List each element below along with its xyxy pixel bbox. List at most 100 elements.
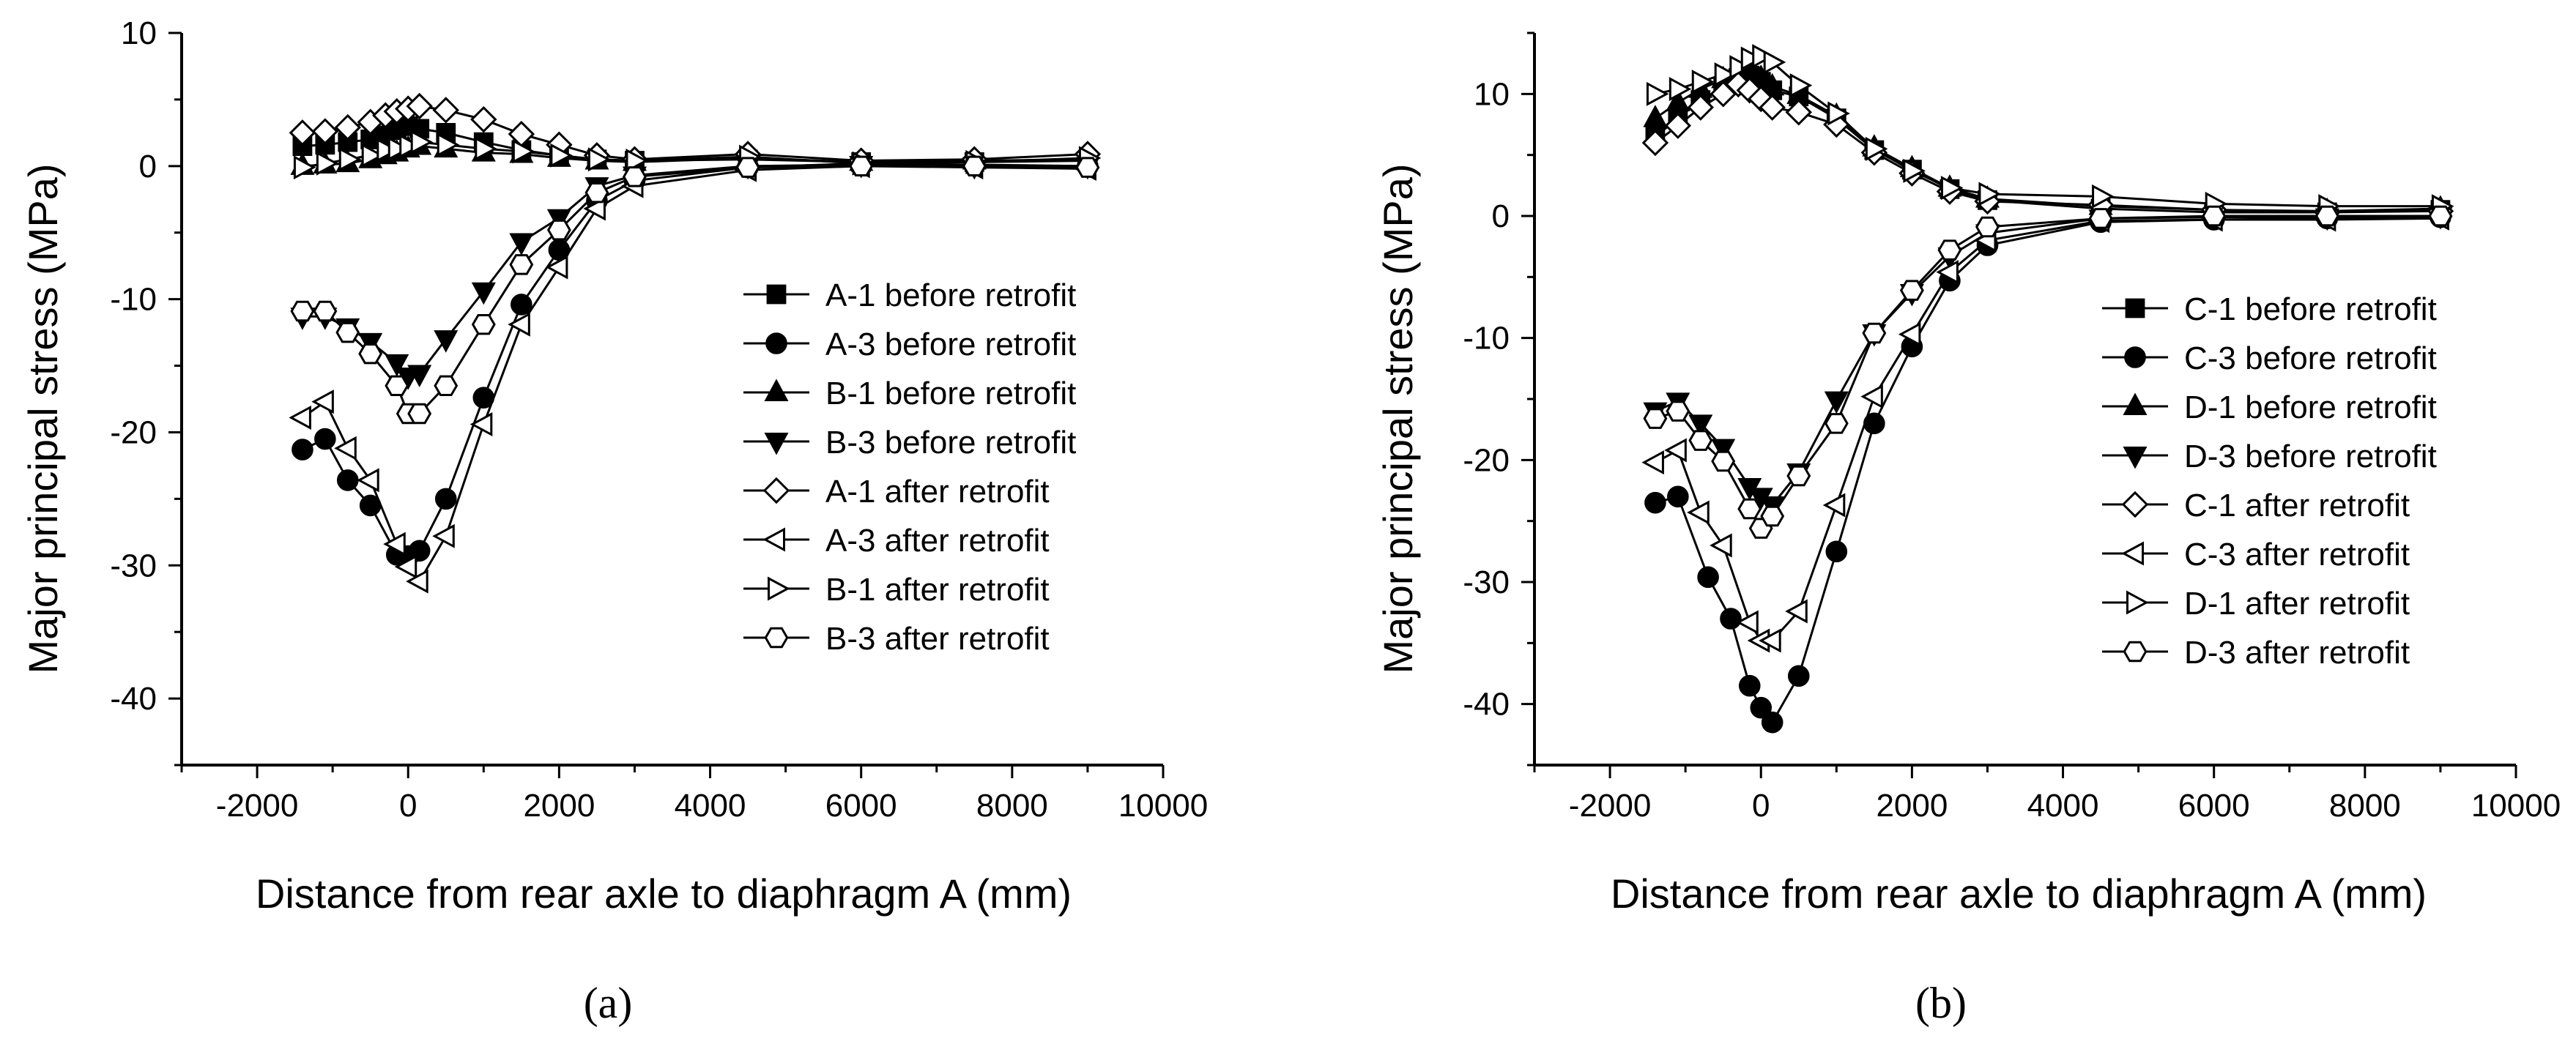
legend-entry: D-1 after retrofit: [2102, 586, 2410, 622]
data-point: [1737, 498, 1762, 520]
data-point: [311, 118, 339, 145]
legend-label: D-1 before retrofit: [2184, 389, 2437, 425]
data-point: [584, 182, 609, 204]
legend-marker: [2121, 491, 2149, 518]
data-point: [1691, 70, 1715, 94]
data-point: [1822, 493, 1846, 518]
legend-marker: [765, 332, 787, 354]
data-point: [1646, 81, 1669, 106]
data-point: [1710, 533, 1732, 558]
data-point: [1865, 136, 1888, 161]
data-point: [311, 389, 334, 414]
y-tick-label: 0: [139, 149, 157, 184]
x-tick-label: 2000: [1876, 788, 1948, 824]
data-point: [1720, 608, 1742, 630]
data-point: [2428, 205, 2453, 227]
data-point: [383, 532, 406, 556]
legend-entry: B-1 before retrofit: [743, 376, 1076, 411]
data-point: [316, 151, 339, 176]
legend-entry: A-3 after retrofit: [743, 523, 1050, 559]
data-point: [293, 155, 316, 180]
panel-a: -2000 0 2000 4000 6000 8000 10000 10 0 -10 -20 -30 -…: [20, 15, 1208, 1027]
panel-b: -2000 0 2000 4000 6000 8000 10000 10 0 -10 -20 -30 -…: [1375, 31, 2561, 1027]
legend-marker: [768, 576, 790, 601]
legend-label: C-1 after retrofit: [2184, 488, 2410, 523]
y-tick-label: -30: [110, 548, 157, 583]
y-tick-label: 10: [121, 15, 157, 51]
legend-marker: [762, 477, 790, 504]
legend-label: B-3 before retrofit: [825, 425, 1076, 461]
data-point: [407, 403, 432, 425]
data-point: [1761, 711, 1783, 734]
data-point: [511, 294, 532, 316]
data-point: [289, 119, 316, 146]
data-point: [289, 405, 311, 430]
x-tick-label: 2000: [523, 788, 595, 824]
legend-entry: B-3 before retrofit: [743, 425, 1076, 461]
x-tick-label: 6000: [2178, 788, 2250, 824]
data-point: [470, 105, 497, 133]
legend-label: A-3 before retrofit: [825, 327, 1076, 362]
data-point: [1825, 540, 1848, 563]
data-point: [1763, 50, 1786, 75]
data-point: [406, 569, 428, 594]
data-point: [1862, 322, 1887, 344]
legend-entry: D-3 after retrofit: [2102, 635, 2410, 671]
x-tick-label: 0: [399, 788, 417, 824]
legend-label: A-1 after retrofit: [825, 474, 1050, 510]
data-point: [394, 554, 417, 579]
data-point: [410, 130, 434, 154]
data-point: [1785, 99, 1812, 126]
data-point: [1903, 158, 1926, 183]
data-point: [1664, 438, 1687, 463]
data-point: [962, 155, 987, 177]
data-point: [2202, 205, 2227, 227]
y-tick-label: -20: [1463, 442, 1510, 478]
data-point: [437, 133, 460, 157]
legend-marker: [2123, 392, 2148, 415]
data-point: [1940, 176, 1964, 201]
x-tick-label: 10000: [1118, 788, 1208, 824]
legend-label: B-3 after retrofit: [825, 621, 1050, 657]
data-point: [512, 139, 535, 164]
panel-b-ylabel: Major principal stress (MPa): [1375, 163, 1421, 674]
data-point: [1666, 400, 1690, 422]
data-point: [432, 97, 459, 124]
legend-entry: C-3 after retrofit: [2102, 537, 2410, 573]
data-point: [1787, 665, 1810, 687]
data-point: [1740, 46, 1764, 71]
data-point: [1750, 696, 1773, 719]
series-b-3-after-retrofit: [290, 155, 1100, 425]
data-point: [1785, 599, 1808, 624]
data-point: [508, 312, 530, 337]
panel-b-xlabel: Distance from rear axle to diaphragm A (…: [1611, 870, 2427, 917]
data-point: [1759, 628, 1781, 653]
series-c-3-after-retrofit: [1641, 206, 2449, 653]
legend-marker: [762, 527, 785, 552]
data-point: [358, 343, 383, 365]
data-point: [1641, 129, 1669, 157]
data-point: [583, 196, 606, 221]
data-point: [1759, 94, 1786, 121]
data-point: [338, 147, 362, 172]
data-point: [475, 136, 497, 161]
data-point: [1688, 414, 1713, 437]
x-tick-label: 6000: [825, 788, 897, 824]
panel-a-axes: -2000 0 2000 4000 6000 8000 10000 10 0 -10 -20 -30 -…: [110, 15, 1208, 824]
data-point: [385, 375, 409, 397]
legend-marker: [764, 433, 789, 455]
y-tick-label: -40: [110, 681, 157, 717]
panel-b-axes: -2000 0 2000 4000 6000 8000 10000 10 0 -10 -20 -30 -…: [1463, 31, 2561, 824]
legend-label: D-3 after retrofit: [2184, 635, 2410, 671]
x-tick-label: 4000: [675, 788, 746, 824]
data-point: [407, 365, 432, 388]
legend-marker: [2126, 590, 2149, 615]
data-point: [406, 92, 433, 120]
legend-label: B-1 after retrofit: [825, 572, 1050, 608]
data-point: [335, 321, 360, 343]
panel-a-legend: A-1 before retrofit A-3 before retrofit B-…: [743, 277, 1076, 657]
x-tick-label: -2000: [1569, 788, 1652, 824]
y-tick-label: 0: [1492, 198, 1510, 234]
legend-entry: B-1 after retrofit: [743, 572, 1050, 608]
data-point: [434, 488, 457, 510]
